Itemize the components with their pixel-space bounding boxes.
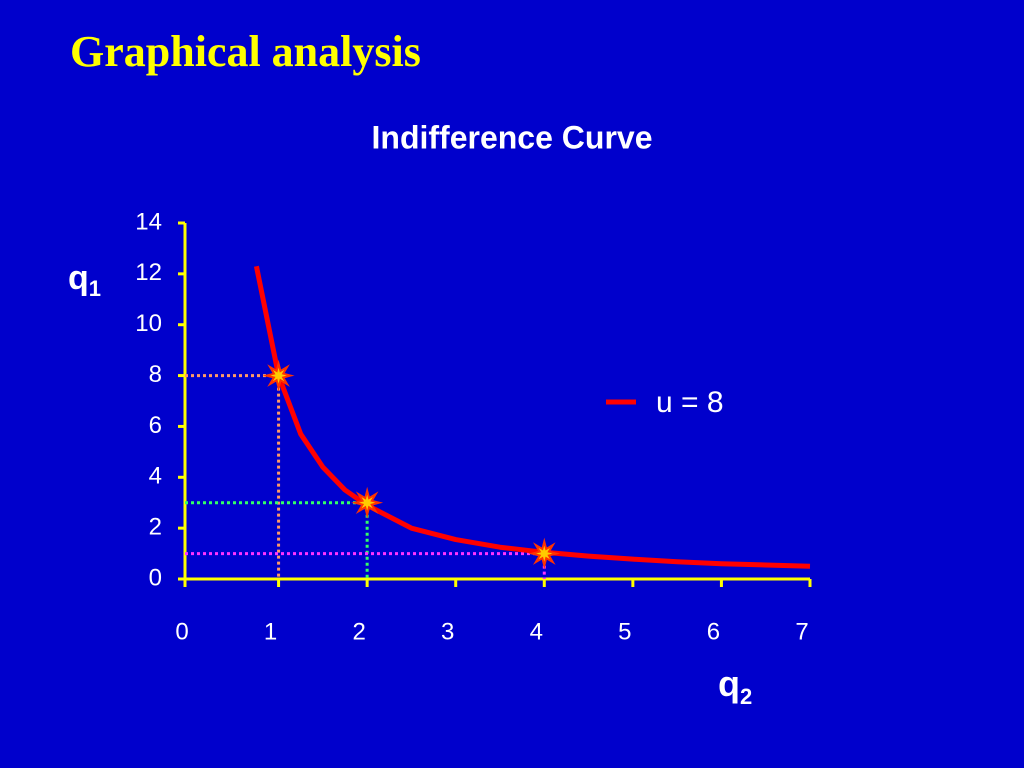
y-axis-label: q1 [68, 259, 101, 301]
y-tick-label: 6 [149, 412, 162, 439]
y-tick-label: 2 [149, 513, 162, 540]
x-tick-label: 2 [352, 618, 365, 645]
x-tick-label: 4 [530, 618, 543, 645]
slide-title: Graphical analysis [70, 27, 421, 76]
x-label-base: q [718, 663, 740, 704]
legend-label: u = 8 [656, 386, 724, 419]
y-tick-label: 0 [149, 564, 162, 591]
chart-title: Indifference Curve [372, 119, 653, 155]
y-label-base: q [68, 259, 89, 297]
x-axis-label: q2 [718, 663, 752, 709]
x-tick-label: 5 [618, 618, 631, 645]
point-marker [528, 537, 561, 570]
y-tick-label: 12 [135, 259, 162, 286]
y-tick-label: 4 [149, 463, 162, 490]
point-marker [351, 486, 384, 519]
x-tick-label: 0 [175, 618, 188, 645]
y-tick-label: 8 [149, 361, 162, 388]
curve [253, 265, 811, 569]
y-label-sub: 1 [89, 276, 101, 301]
x-tick-label: 6 [707, 618, 720, 645]
y-tick-label: 10 [135, 310, 162, 337]
x-tick-label: 1 [264, 618, 277, 645]
x-label-sub: 2 [740, 684, 752, 709]
y-tick-label: 14 [135, 208, 162, 235]
x-tick-label: 7 [795, 618, 808, 645]
point-marker [262, 359, 295, 392]
x-tick-label: 3 [441, 618, 454, 645]
